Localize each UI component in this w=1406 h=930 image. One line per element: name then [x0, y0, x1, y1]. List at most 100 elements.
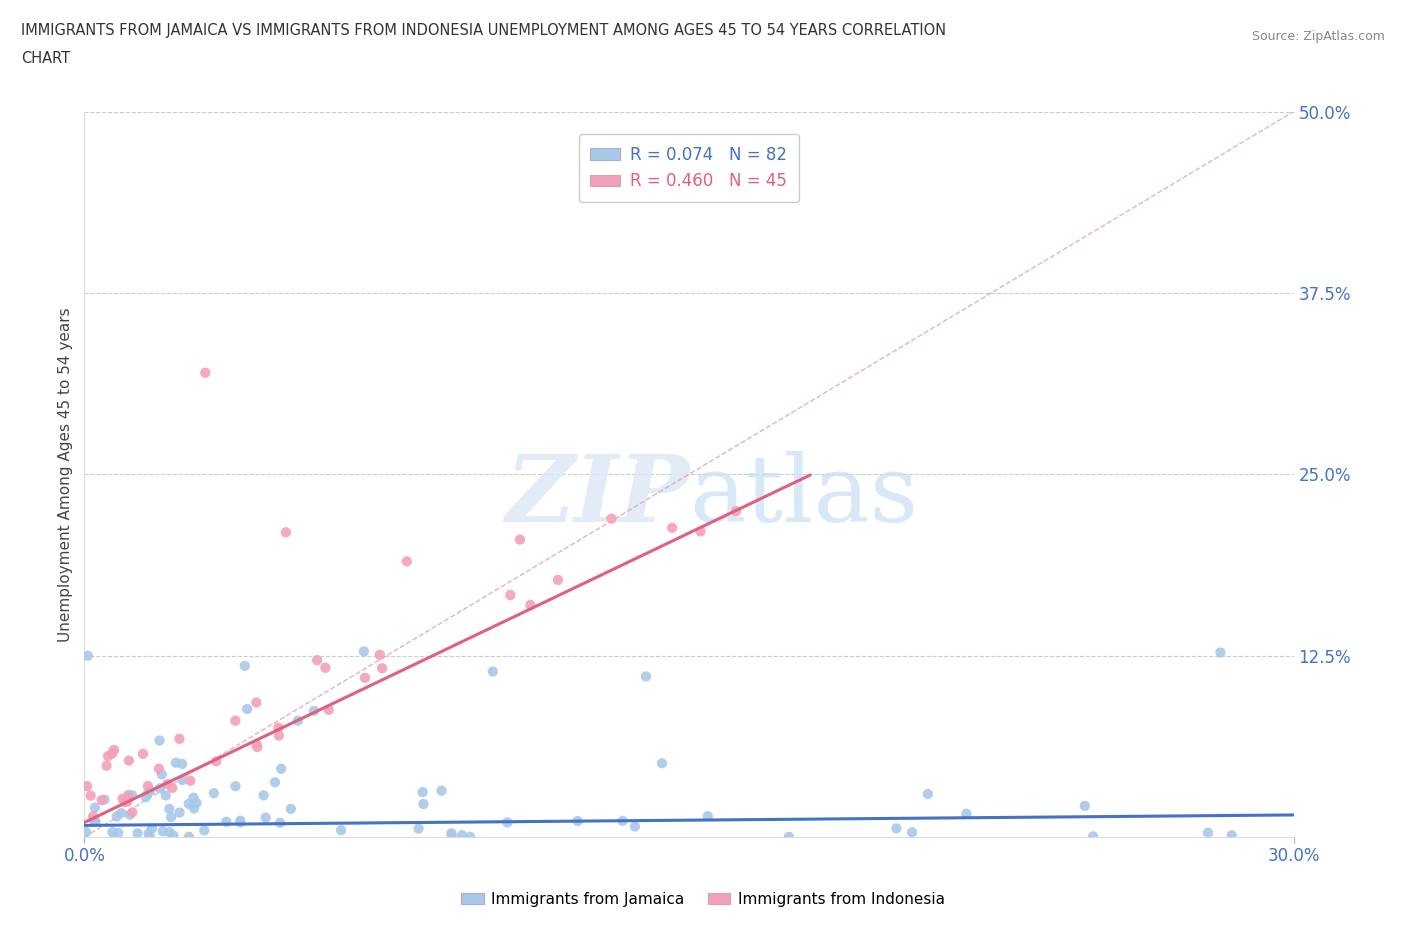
Point	[886, 821, 908, 836]
Point	[430, 783, 453, 798]
Point	[118, 807, 141, 822]
Point	[280, 802, 302, 817]
Text: IMMIGRANTS FROM JAMAICA VS IMMIGRANTS FROM INDONESIA UNEMPLOYMENT AMONG AGES 45 : IMMIGRANTS FROM JAMAICA VS IMMIGRANTS FR…	[21, 23, 946, 38]
Point	[955, 806, 977, 821]
Point	[169, 731, 191, 746]
Point	[689, 524, 711, 538]
Point	[121, 788, 143, 803]
Text: atlas: atlas	[689, 451, 918, 541]
Point	[267, 728, 290, 743]
Point	[1209, 645, 1232, 660]
Point	[245, 695, 267, 710]
Point	[314, 660, 336, 675]
Point	[183, 790, 205, 805]
Point	[136, 787, 159, 802]
Point	[302, 703, 325, 718]
Point	[165, 755, 187, 770]
Point	[917, 787, 939, 802]
Point	[138, 829, 160, 844]
Point	[139, 783, 162, 798]
Point	[93, 792, 115, 807]
Point	[160, 810, 183, 825]
Point	[624, 819, 647, 834]
Point	[318, 702, 340, 717]
Point	[287, 713, 309, 728]
Point	[150, 767, 173, 782]
Point	[254, 810, 277, 825]
Point	[172, 756, 194, 771]
Point	[162, 780, 184, 795]
Point	[118, 753, 141, 768]
Point	[111, 791, 134, 806]
Point	[135, 790, 157, 804]
Y-axis label: Unemployment Among Ages 45 to 54 years: Unemployment Among Ages 45 to 54 years	[58, 307, 73, 642]
Point	[148, 733, 170, 748]
Point	[778, 830, 800, 844]
Point	[267, 721, 290, 736]
Point	[117, 788, 139, 803]
Point	[186, 795, 208, 810]
Point	[183, 801, 205, 816]
Point	[117, 794, 139, 809]
Point	[83, 813, 105, 828]
Point	[1220, 828, 1243, 843]
Point	[110, 805, 132, 820]
Point	[412, 785, 434, 800]
Point	[156, 777, 179, 791]
Point	[229, 815, 252, 830]
Point	[353, 644, 375, 658]
Point	[696, 809, 718, 824]
Point	[215, 815, 238, 830]
Point	[229, 814, 252, 829]
Point	[440, 829, 463, 844]
Point	[274, 525, 297, 539]
Point	[79, 789, 101, 804]
Point	[371, 661, 394, 676]
Point	[224, 713, 246, 728]
Text: Source: ZipAtlas.com: Source: ZipAtlas.com	[1251, 30, 1385, 43]
Point	[162, 828, 184, 843]
Legend: R = 0.074   N = 82, R = 0.460   N = 45: R = 0.074 N = 82, R = 0.460 N = 45	[579, 135, 799, 202]
Point	[84, 814, 107, 829]
Point	[90, 792, 112, 807]
Point	[169, 805, 191, 820]
Point	[127, 826, 149, 841]
Point	[132, 747, 155, 762]
Point	[76, 778, 98, 793]
Point	[96, 758, 118, 773]
Point	[567, 814, 589, 829]
Point	[149, 781, 172, 796]
Point	[77, 648, 100, 663]
Point	[1197, 825, 1219, 840]
Point	[82, 809, 104, 824]
Point	[194, 365, 217, 380]
Point	[269, 816, 291, 830]
Point	[177, 830, 200, 844]
Point	[155, 788, 177, 803]
Point	[75, 825, 97, 840]
Point	[519, 597, 541, 612]
Point	[101, 825, 124, 840]
Point	[1074, 799, 1097, 814]
Point	[141, 821, 163, 836]
Point	[451, 828, 474, 843]
Point	[159, 825, 181, 840]
Point	[252, 788, 274, 803]
Point	[661, 520, 683, 535]
Point	[368, 647, 391, 662]
Point	[114, 794, 136, 809]
Point	[157, 802, 180, 817]
Point	[354, 671, 377, 685]
Point	[236, 701, 259, 716]
Point	[725, 504, 748, 519]
Point	[224, 778, 246, 793]
Point	[84, 800, 107, 815]
Point	[97, 749, 120, 764]
Point	[246, 739, 269, 754]
Point	[458, 830, 481, 844]
Point	[136, 778, 159, 793]
Point	[179, 773, 201, 788]
Point	[509, 532, 531, 547]
Point	[101, 746, 124, 761]
Point	[651, 756, 673, 771]
